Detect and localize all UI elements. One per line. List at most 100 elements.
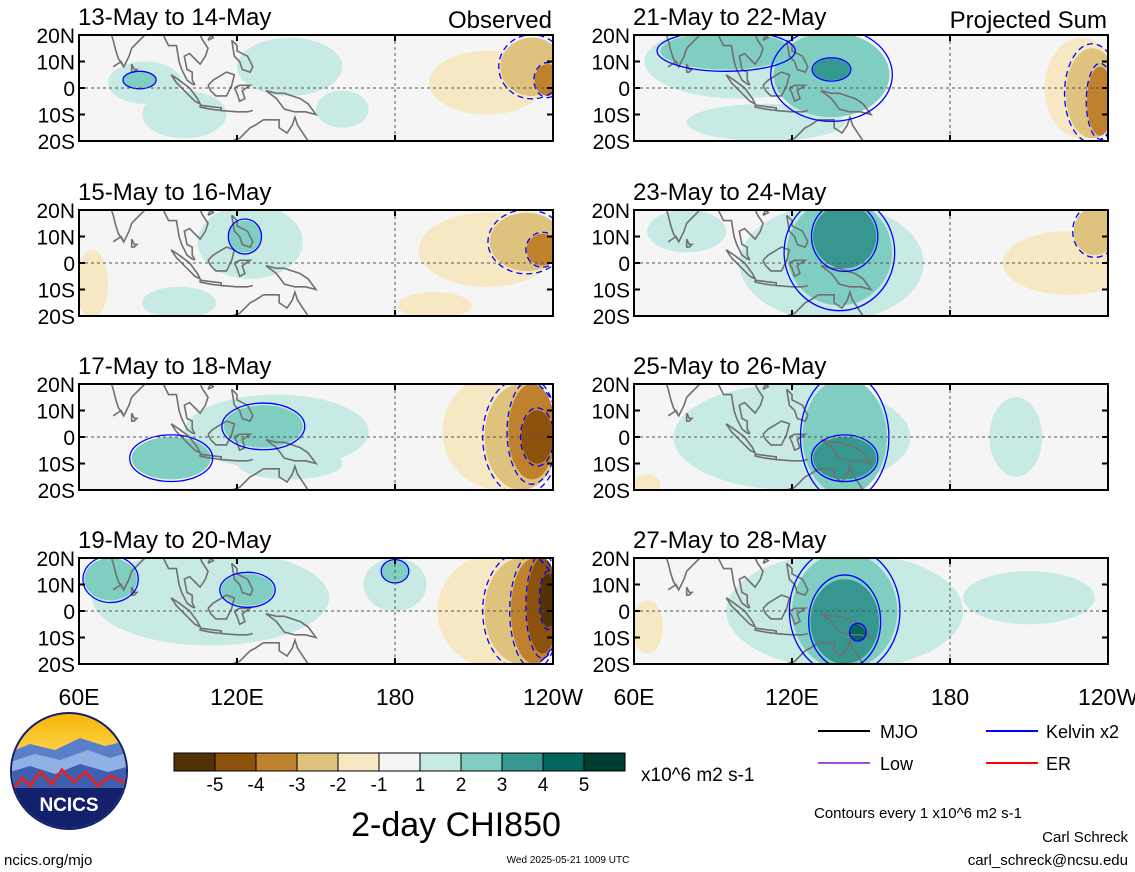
coastline bbox=[818, 463, 864, 490]
anomaly-shading bbox=[989, 397, 1043, 477]
coastline bbox=[818, 637, 864, 664]
anomaly-shading bbox=[1086, 66, 1108, 136]
coastline bbox=[778, 642, 819, 664]
y-tick-label: 0 bbox=[63, 253, 75, 276]
coastline bbox=[685, 238, 694, 248]
colorbar-tick-label: -4 bbox=[248, 775, 265, 796]
y-tick-label: 10N bbox=[36, 52, 75, 75]
coastline bbox=[778, 468, 819, 490]
colorbar-swatch bbox=[296, 752, 339, 772]
coastline bbox=[263, 463, 309, 490]
coastline bbox=[820, 264, 873, 291]
coastline bbox=[738, 384, 764, 435]
author-email: carl_schreck@ncsu.edu bbox=[968, 852, 1128, 869]
y-tick-label: 10S bbox=[38, 628, 75, 651]
panel-tag: Projected Sum bbox=[950, 7, 1107, 34]
coastline bbox=[230, 214, 254, 249]
coastline bbox=[762, 246, 791, 272]
coastline bbox=[183, 210, 209, 261]
colorbar-tick-label: 3 bbox=[497, 775, 508, 796]
x-tick-180: 180 bbox=[376, 684, 414, 710]
kelvin-contour bbox=[1063, 43, 1108, 141]
coastline bbox=[776, 109, 808, 113]
coastline bbox=[170, 597, 202, 629]
author-name: Carl Schreck bbox=[1042, 829, 1128, 846]
kelvin-contour bbox=[783, 210, 896, 312]
colorbar-swatch bbox=[337, 752, 380, 772]
map-panel: 20N 10N 0 10S 20S 25-May to 26-May bbox=[591, 353, 1109, 503]
y-tick-label: 20S bbox=[38, 654, 75, 677]
coastline bbox=[725, 597, 757, 629]
anomaly-shading bbox=[634, 600, 663, 654]
anomaly-shading bbox=[123, 72, 156, 89]
y-tick-label: 20N bbox=[36, 548, 75, 571]
y-tick-label: 20N bbox=[591, 200, 630, 223]
y-tick-label: 20S bbox=[593, 306, 630, 329]
coastline bbox=[725, 74, 757, 106]
colorbar-swatch bbox=[214, 752, 257, 772]
panel-title: 19-May to 20-May bbox=[78, 527, 271, 554]
colorbar-units: x10^6 m2 s-1 bbox=[641, 765, 754, 786]
anomaly-shading bbox=[316, 90, 369, 128]
coastline bbox=[788, 84, 808, 103]
x-axis-right: 60E 120E 180 120W bbox=[614, 684, 1135, 710]
coastline bbox=[223, 119, 264, 141]
x-tick-120w: 120W bbox=[523, 684, 583, 710]
coastline bbox=[207, 246, 236, 272]
y-tick-label: 0 bbox=[63, 427, 75, 450]
coastline bbox=[649, 384, 680, 417]
coastline bbox=[788, 259, 808, 278]
y-tick-label: 0 bbox=[618, 427, 630, 450]
coastline bbox=[223, 642, 264, 664]
coastline bbox=[233, 84, 253, 103]
coastline bbox=[162, 210, 196, 261]
map-panel: 20N 10N 0 10S 20S 21-May to 22-May Projected S… bbox=[591, 4, 1109, 154]
site-url: ncics.org/mjo bbox=[4, 852, 92, 869]
colorbar-tick-label: -1 bbox=[371, 775, 388, 796]
coastline bbox=[207, 384, 215, 391]
coastline bbox=[649, 210, 680, 243]
anomaly-shading bbox=[236, 37, 343, 96]
coastline bbox=[130, 238, 139, 248]
coastline bbox=[170, 74, 202, 106]
x-tick-120e-right: 120E bbox=[765, 684, 819, 710]
anomaly-shading bbox=[849, 624, 866, 641]
map-panel: 20N 10N 0 10S 20S 13-May to 14-May Observed bbox=[36, 4, 554, 154]
anomaly-shading bbox=[131, 437, 211, 480]
coastline bbox=[725, 249, 757, 281]
coastline bbox=[818, 114, 864, 141]
kelvin-contour bbox=[808, 574, 882, 664]
y-tick-label: 10N bbox=[591, 227, 630, 250]
coastline bbox=[221, 109, 253, 113]
kelvin-contour bbox=[538, 570, 553, 631]
coastline bbox=[223, 468, 264, 490]
y-tick-label: 20N bbox=[591, 548, 630, 571]
coastline bbox=[94, 210, 125, 243]
contour-note: Contours every 1 x10^6 m2 s-1 bbox=[814, 805, 1022, 822]
panel-title: 17-May to 18-May bbox=[78, 353, 271, 380]
coastline bbox=[762, 35, 770, 42]
anomaly-shading bbox=[1073, 210, 1108, 256]
coastline bbox=[263, 114, 309, 141]
y-tick-label: 10S bbox=[593, 454, 630, 477]
coastline bbox=[762, 558, 770, 565]
y-tick-label: 10S bbox=[593, 105, 630, 128]
anomaly-shading bbox=[963, 571, 1095, 625]
y-tick-label: 10N bbox=[36, 575, 75, 598]
colorbar-tick-label: -3 bbox=[289, 775, 306, 796]
kelvin-contour bbox=[519, 407, 553, 467]
coastline bbox=[776, 458, 808, 462]
anomaly-shading bbox=[142, 286, 216, 316]
coastline bbox=[778, 294, 819, 316]
timestamp: Wed 2025-05-21 1009 UTC bbox=[507, 855, 630, 866]
coastline bbox=[221, 284, 253, 288]
y-tick-label: 10N bbox=[36, 227, 75, 250]
y-tick-label: 20N bbox=[36, 374, 75, 397]
legend-label-er: ER bbox=[1046, 754, 1071, 774]
map-panel: 20N 10N 0 10S 20S 17-May to 18-May bbox=[36, 353, 554, 503]
coastline bbox=[263, 289, 309, 316]
coastline bbox=[820, 89, 873, 116]
coastline bbox=[717, 210, 751, 261]
coastline bbox=[717, 384, 751, 435]
coastline bbox=[649, 35, 680, 68]
